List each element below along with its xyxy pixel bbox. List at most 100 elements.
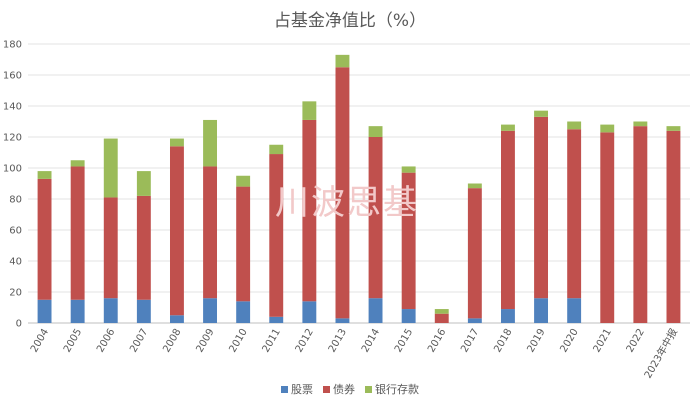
legend-swatch — [323, 386, 330, 393]
y-tick-label: 80 — [9, 195, 22, 206]
chart-title: 占基金净值比（%） — [273, 11, 427, 31]
bar-segment — [666, 126, 681, 131]
x-tick-label: 2013 — [327, 327, 349, 355]
bar-segment — [335, 54, 350, 68]
bar-segment — [37, 171, 52, 179]
bar-segment — [335, 67, 350, 319]
x-tick-label: 2021 — [592, 327, 614, 355]
x-tick-label: 2007 — [128, 327, 150, 355]
legend-swatch — [365, 386, 372, 393]
bar-segment — [368, 137, 383, 299]
bar-segment — [70, 166, 85, 300]
x-tick-label: 2004 — [29, 327, 51, 355]
bar-segment — [302, 301, 317, 323]
bar-segment — [302, 101, 317, 120]
y-axis-ticks: 0 20 40 60 80 100 120 140 160 180 — [3, 40, 22, 330]
bar-segment — [169, 146, 184, 316]
bar-segment — [169, 315, 184, 323]
y-tick-label: 120 — [3, 133, 22, 144]
bar-segment — [401, 309, 416, 323]
legend-item: 债券 — [323, 381, 355, 397]
bar-segment — [467, 183, 482, 189]
x-tick-label: 2006 — [95, 327, 117, 355]
bar-segment — [434, 309, 449, 314]
bar-segment — [666, 130, 681, 323]
x-tick-label: 2009 — [194, 327, 216, 355]
x-tick-label: 2005 — [62, 327, 84, 355]
watermark: 川波思基 — [275, 183, 419, 223]
legend-swatch — [281, 386, 288, 393]
bar-segment — [401, 172, 416, 310]
bar-segment — [534, 298, 549, 323]
bar-segment — [203, 298, 218, 323]
bar-segment — [335, 318, 350, 323]
bars — [37, 54, 681, 324]
bar-segment — [534, 116, 549, 299]
bar-segment — [567, 298, 582, 323]
bar-segment — [269, 154, 284, 317]
bar-segment — [633, 121, 648, 127]
bar-segment — [169, 138, 184, 147]
x-tick-label: 2018 — [492, 327, 514, 355]
bar-segment — [401, 166, 416, 173]
bar-segment — [600, 132, 615, 323]
y-tick-label: 180 — [3, 40, 22, 51]
bar-segment — [103, 298, 118, 323]
bar-segment — [103, 138, 118, 198]
bar-segment — [70, 299, 85, 323]
bar-segment — [236, 186, 251, 302]
legend-label: 股票 — [291, 383, 313, 396]
x-tick-label: 2010 — [227, 327, 249, 355]
bar-segment — [500, 309, 515, 323]
x-tick-label: 2019 — [525, 327, 547, 355]
bar-segment — [236, 301, 251, 323]
bar-segment — [567, 121, 582, 130]
bar-segment — [500, 130, 515, 310]
bar-segment — [467, 318, 482, 323]
bar-segment — [70, 160, 85, 167]
bar-segment — [368, 298, 383, 323]
bar-segment — [368, 126, 383, 137]
x-tick-label: 2015 — [393, 327, 415, 355]
bar-segment — [136, 195, 151, 300]
x-tick-label: 2014 — [360, 327, 382, 355]
x-tick-label: 2016 — [426, 327, 448, 355]
y-tick-label: 40 — [9, 257, 22, 268]
bar-segment — [633, 126, 648, 324]
legend: 股票 债券 银行存款 — [0, 381, 700, 397]
bar-segment — [37, 299, 52, 323]
x-axis-ticks: 2004 2005 2006 2007 2008 2009 2010 2011 2012 2013… — [29, 326, 680, 381]
legend-item: 银行存款 — [365, 381, 419, 397]
legend-label: 银行存款 — [375, 383, 419, 396]
x-tick-label: 2008 — [161, 327, 183, 355]
x-tick-label: 2012 — [294, 327, 316, 355]
x-tick-label: 2022 — [625, 327, 647, 355]
y-tick-label: 0 — [16, 319, 22, 330]
bar-segment — [600, 124, 615, 133]
x-tick-label: 2020 — [558, 327, 580, 355]
y-tick-label: 60 — [9, 226, 22, 237]
bar-segment — [203, 119, 218, 167]
y-tick-label: 100 — [3, 164, 22, 175]
bar-segment — [467, 188, 482, 319]
x-tick-label: 2011 — [261, 327, 283, 355]
bar-segment — [236, 175, 251, 187]
y-tick-label: 20 — [9, 288, 22, 299]
y-tick-label: 140 — [3, 102, 22, 113]
bar-segment — [269, 316, 284, 323]
bar-segment — [534, 110, 549, 117]
bar-segment — [136, 299, 151, 323]
bar-segment — [203, 166, 218, 299]
bar-segment — [500, 124, 515, 131]
bar-segment — [434, 313, 449, 323]
bar-segment — [136, 171, 151, 196]
bar-segment — [37, 178, 52, 300]
legend-item: 股票 — [281, 381, 313, 397]
bar-segment — [103, 197, 118, 299]
y-tick-label: 160 — [3, 71, 22, 82]
bar-segment — [302, 119, 317, 302]
legend-label: 债券 — [333, 383, 355, 396]
bar-segment — [269, 144, 284, 155]
x-tick-label: 2017 — [459, 327, 481, 355]
